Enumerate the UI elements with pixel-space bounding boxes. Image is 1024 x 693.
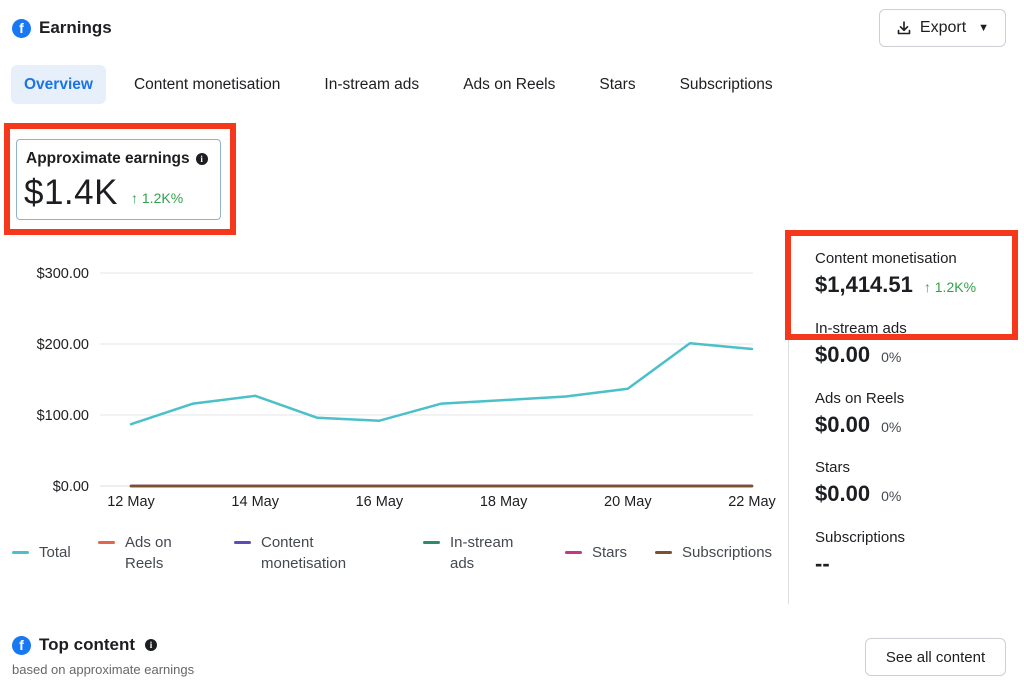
metric-change: 0%	[881, 349, 902, 365]
approximate-earnings-change: ↑ 1.2K%	[131, 190, 183, 206]
x-tick-label: 22 May	[728, 494, 776, 510]
metric-label: Content monetisation	[815, 250, 957, 267]
legend-label: Total	[39, 544, 71, 561]
legend-label: Stars	[592, 544, 628, 561]
metric-label: Ads on Reels	[815, 390, 905, 407]
series-line-total	[129, 342, 754, 426]
y-tick-label: $200.00	[37, 337, 89, 353]
export-button[interactable]: Export ▼	[879, 9, 1006, 47]
facebook-icon: f	[12, 635, 31, 655]
metric-value-row: $0.00 0%	[815, 481, 901, 507]
tab-bar: Overview Content monetisation In-stream …	[11, 65, 805, 104]
metric-value-row: $0.00 0%	[815, 412, 904, 438]
page-title: Earnings	[39, 18, 112, 37]
legend-item-in-stream-ads[interactable]: In-stream ads	[423, 532, 530, 574]
vertical-divider	[788, 230, 789, 604]
page-header: f Earnings	[12, 14, 112, 42]
legend-swatch	[12, 551, 29, 554]
legend-item-total[interactable]: Total	[12, 542, 71, 563]
arrow-up-icon: ↑	[131, 190, 138, 206]
metric-label: Subscriptions	[815, 529, 906, 546]
legend-swatch	[423, 541, 440, 544]
legend-swatch	[655, 551, 672, 554]
approximate-earnings-card[interactable]: Approximate earnings i $1.4K ↑ 1.2K%	[16, 139, 221, 220]
caret-down-icon: ▼	[978, 22, 990, 34]
metric-ads-on-reels[interactable]: Ads on Reels $0.00 0%	[815, 390, 904, 438]
top-content-subtitle: based on approximate earnings	[12, 662, 195, 677]
legend-label: In-stream ads	[450, 534, 514, 572]
metric-value: $1,414.51	[815, 272, 913, 297]
metric-change: ↑ 1.2K%	[923, 279, 977, 295]
export-label: Export	[919, 19, 967, 36]
metric-label: Stars	[815, 459, 851, 476]
legend-item-subscriptions[interactable]: Subscriptions	[655, 542, 772, 563]
legend-swatch	[234, 541, 251, 544]
earnings-chart: $0.00 $100.00 $200.00 $300.00 12 May 14 May 16…	[0, 250, 790, 520]
metric-stars[interactable]: Stars $0.00 0%	[815, 459, 901, 507]
y-tick-label: $100.00	[37, 408, 89, 424]
tab-overview[interactable]: Overview	[11, 65, 106, 104]
metric-change: 0%	[881, 419, 902, 435]
earnings-line-chart: $0.00 $100.00 $200.00 $300.00 12 May 14 May 16…	[37, 266, 777, 510]
metric-change: 0%	[881, 488, 902, 504]
approximate-earnings-heading: Approximate earnings i	[26, 150, 208, 168]
info-icon[interactable]: i	[195, 153, 208, 165]
info-icon[interactable]: i	[145, 639, 157, 651]
metric-in-stream-ads[interactable]: In-stream ads $0.00 0%	[815, 320, 907, 368]
download-icon	[897, 21, 911, 35]
chart-legend: Total Ads on Reels Content monetisation …	[0, 533, 790, 583]
metric-value-row: $1,414.51 ↑ 1.2K%	[815, 272, 976, 298]
legend-label: Subscriptions	[682, 544, 773, 561]
facebook-icon: f	[12, 18, 31, 38]
legend-label: Content monetisation	[261, 534, 347, 572]
x-tick-label: 18 May	[480, 494, 528, 510]
tab-stars[interactable]: Stars	[599, 75, 636, 93]
metric-label: In-stream ads	[815, 320, 907, 337]
legend-swatch	[565, 551, 582, 554]
approximate-earnings-label: Approximate earnings	[26, 150, 190, 167]
metric-value-row: --	[815, 551, 905, 577]
top-content-header: f Top content i	[12, 635, 157, 655]
legend-swatch	[98, 541, 115, 544]
metric-content-monetisation[interactable]: Content monetisation $1,414.51 ↑ 1.2K%	[815, 250, 976, 298]
metric-value-row: $0.00 0%	[815, 342, 907, 368]
top-content-title: Top content	[39, 635, 135, 654]
x-tick-label: 14 May	[231, 494, 279, 510]
approximate-earnings-value: $1.4K	[24, 173, 118, 212]
metric-subscriptions[interactable]: Subscriptions --	[815, 529, 905, 577]
x-tick-label: 12 May	[107, 494, 155, 510]
metric-value: $0.00	[815, 481, 871, 506]
y-tick-label: $0.00	[53, 479, 89, 495]
see-all-content-button[interactable]: See all content	[865, 638, 1006, 676]
metric-value: $0.00	[815, 412, 871, 437]
legend-item-ads-on-reels[interactable]: Ads on Reels	[98, 532, 185, 574]
legend-item-content-monetisation[interactable]: Content monetisation	[234, 532, 361, 574]
x-tick-label: 20 May	[604, 494, 652, 510]
tab-subscriptions[interactable]: Subscriptions	[679, 75, 773, 93]
metric-value: --	[815, 551, 830, 576]
legend-item-stars[interactable]: Stars	[565, 542, 627, 563]
tab-ads-on-reels[interactable]: Ads on Reels	[463, 75, 556, 93]
y-tick-label: $300.00	[37, 266, 89, 282]
tab-content-monetisation[interactable]: Content monetisation	[133, 75, 281, 93]
tab-in-stream-ads[interactable]: In-stream ads	[324, 75, 420, 93]
x-tick-label: 16 May	[356, 494, 404, 510]
change-value: 1.2K%	[141, 190, 184, 206]
metric-value: $0.00	[815, 342, 871, 367]
legend-label: Ads on Reels	[125, 534, 172, 572]
